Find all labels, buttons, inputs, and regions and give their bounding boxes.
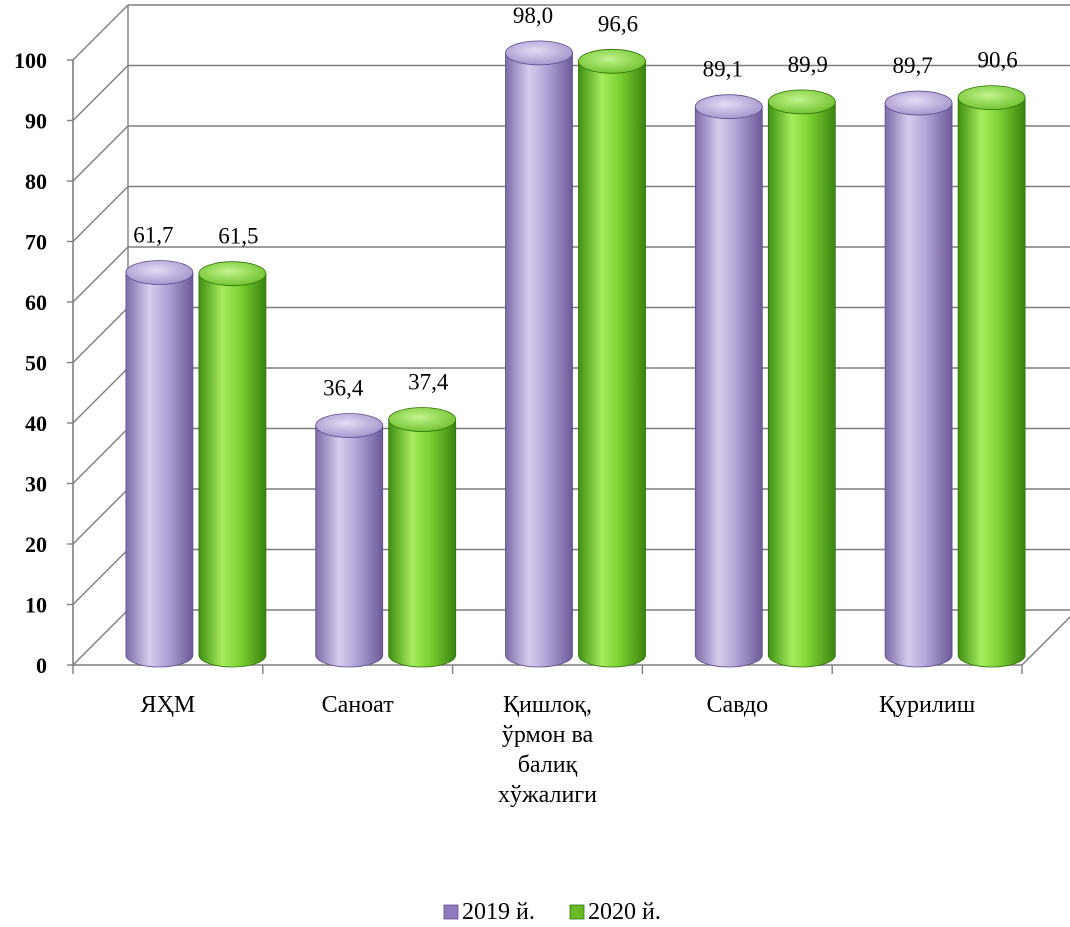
legend-label-2019: 2019 й. (462, 899, 535, 925)
bar-body (125, 272, 194, 668)
y-tick-label: 50 (25, 351, 47, 376)
gridline-side (72, 307, 129, 363)
bar-body (884, 102, 953, 668)
data-label: 89,9 (788, 52, 828, 77)
legend: 2019 й. 2020 й. (443, 899, 661, 925)
y-tick-label: 20 (25, 532, 47, 557)
x-category-line: балиқ (518, 752, 578, 778)
data-label: 61,7 (133, 222, 173, 247)
y-tick-label: 60 (25, 290, 47, 315)
bar-2019 (315, 413, 384, 668)
x-category-line: хўжалиги (498, 782, 597, 808)
bar-2020 (388, 407, 457, 668)
gridline-side (72, 549, 129, 605)
x-category-line: ўрмон ва (502, 722, 594, 748)
gridline-side (72, 609, 129, 666)
x-category-label: Қурилиш (879, 692, 976, 718)
bar-top (884, 90, 953, 116)
bar-top (198, 261, 267, 287)
x-category-line: Қурилиш (879, 692, 976, 718)
bar-top (388, 407, 457, 432)
gridline-side (72, 4, 129, 61)
y-tick-label: 10 (25, 593, 47, 618)
x-category-line: Савдо (706, 692, 768, 718)
bar-top (578, 48, 646, 74)
gridline-side (72, 125, 129, 182)
bar-top (694, 94, 763, 120)
y-tick-label: 90 (25, 109, 47, 134)
gridline-side (72, 186, 129, 242)
bar-body (505, 52, 573, 668)
gridline-side (72, 65, 129, 121)
gridline-side (72, 367, 129, 424)
data-labels: 61,7 61,5 36,4 37,4 98,0 96,6 89,1 89,9 89,7 90,6 (133, 3, 1017, 401)
floor-right-edge (1021, 616, 1070, 666)
bar-top (315, 413, 384, 438)
data-label: 98,0 (513, 3, 553, 28)
bar-body (957, 97, 1026, 668)
gridline-side (72, 488, 129, 545)
bar-2019 (505, 40, 573, 668)
bar-2020 (198, 261, 267, 668)
data-label: 90,6 (977, 48, 1017, 73)
bar-body (198, 273, 267, 668)
legend-label-2020: 2020 й. (588, 899, 661, 925)
bar-2020 (578, 48, 646, 668)
bar-2020 (767, 89, 836, 668)
bars (125, 40, 1026, 668)
bar-top (505, 40, 573, 66)
x-category-line: ЯҲМ (141, 692, 196, 718)
bar-body (694, 106, 763, 668)
bar-2019 (125, 260, 194, 668)
y-tick-label: 40 (25, 411, 47, 436)
x-category-label: Қишлоқ, ўрмон ва балиқ хўжалиги (498, 692, 597, 808)
y-tick-label: 80 (25, 169, 47, 194)
axes: 0 10 20 30 40 50 60 70 80 90 100 ЯҲМ Саноат Қишлоқ, ўр… (14, 48, 1023, 808)
bar-body (388, 419, 457, 668)
bar-top (767, 89, 836, 115)
x-category-label: Савдо (706, 692, 768, 718)
legend-swatch-2020 (569, 904, 585, 920)
bar-body (767, 101, 836, 668)
data-label: 89,1 (703, 57, 743, 82)
data-label: 36,4 (323, 376, 364, 401)
bar-body (315, 425, 384, 668)
bar-top (125, 260, 194, 285)
data-label: 61,5 (218, 224, 258, 249)
data-label: 37,4 (408, 369, 449, 394)
y-tick-label: 100 (14, 48, 47, 73)
x-category-label: Саноат (322, 692, 395, 718)
bar-2020 (957, 85, 1026, 668)
bar-top (957, 85, 1026, 111)
x-category-label: ЯҲМ (141, 692, 196, 718)
gridline-side (72, 246, 129, 303)
bar-body (578, 60, 646, 668)
bar-2019 (694, 94, 763, 668)
x-category-line: Қишлоқ, (503, 692, 592, 718)
x-category-line: Саноат (322, 692, 395, 718)
y-tick-label: 0 (36, 653, 47, 678)
y-tick-label: 70 (25, 230, 47, 255)
gridline-side (72, 428, 129, 484)
legend-swatch-2019 (443, 904, 459, 920)
data-label: 89,7 (892, 53, 932, 78)
y-tick-label: 30 (25, 472, 47, 497)
bar-2019 (884, 90, 953, 668)
data-label: 96,6 (598, 11, 638, 36)
